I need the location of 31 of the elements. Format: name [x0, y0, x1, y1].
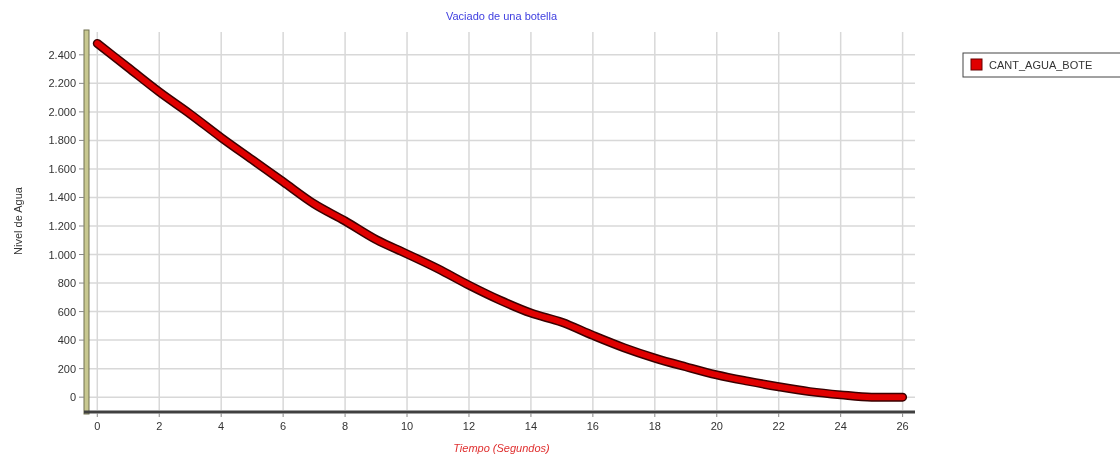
y-tick-label: 1.000 [48, 248, 76, 261]
y-tick-label: 1.800 [48, 134, 76, 147]
y-tick-label: 200 [57, 362, 76, 375]
y-tick-label: 800 [57, 277, 76, 290]
y-tick-label: 2.400 [48, 48, 76, 61]
x-tick-label: 12 [462, 420, 476, 432]
x-tick-label: 26 [896, 420, 909, 432]
y-tick-label: 600 [57, 305, 76, 318]
y-tick-label: 400 [57, 334, 76, 347]
x-tick-label: 6 [280, 420, 287, 432]
x-tick-label: 14 [524, 420, 538, 432]
y-tick-label: 1.400 [48, 191, 76, 204]
x-tick-label: 24 [834, 420, 847, 432]
y-tick-label: 1.600 [48, 162, 76, 175]
x-tick-label: 2 [156, 420, 163, 432]
x-tick-label: 18 [648, 420, 661, 432]
x-tick-label: 20 [710, 420, 723, 432]
y-tick-label: 2.000 [48, 105, 76, 118]
x-tick-label: 0 [94, 420, 101, 432]
chart-title: Vaciado de una botella [445, 10, 558, 22]
legend-label: CANT_AGUA_BOTE [989, 59, 1093, 71]
x-tick-label: 4 [218, 420, 225, 432]
x-tick-label: 16 [586, 420, 599, 432]
x-axis-title: Tiempo (Segundos) [453, 442, 551, 454]
y-tick-label: 0 [69, 391, 76, 404]
x-tick-label: 8 [342, 420, 349, 432]
y-axis-title: Nivel de Agua [12, 186, 24, 255]
y-tick-label: 1.200 [48, 219, 76, 232]
y-tick-label: 2.200 [48, 77, 76, 90]
x-tick-label: 22 [772, 420, 785, 432]
x-tick-label: 10 [400, 420, 414, 432]
